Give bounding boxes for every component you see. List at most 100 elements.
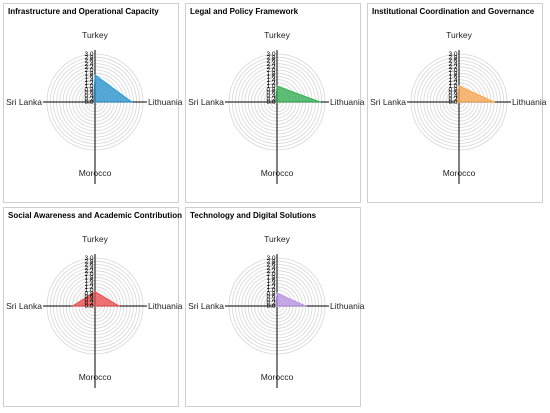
tick-label: 0.2 (448, 96, 457, 103)
tick-label: 0.0 (84, 303, 93, 310)
radar-panel-legal-policy: Legal and Policy Framework 0.0 0.2 0.4 0.6 0… (185, 3, 365, 203)
tick-label: 3.0 (266, 51, 275, 58)
tick-label: 1.6 (266, 74, 275, 81)
axis-label-sri-lanka: Sri Lanka (370, 97, 406, 107)
tick-label: 2.4 (266, 265, 275, 272)
tick-label: 0.6 (84, 90, 93, 97)
tick-label: 2.8 (266, 54, 275, 61)
radar-panel-institutional: Institutional Coordination and Governanc… (367, 3, 547, 203)
tick-label: 2.0 (84, 271, 93, 278)
data-point (276, 292, 278, 294)
data-point (458, 85, 460, 87)
tick-label: 1.6 (84, 74, 93, 81)
data-point (118, 305, 120, 307)
tick-label: 1.0 (84, 287, 93, 294)
tick-label: 2.8 (84, 258, 93, 265)
tick-label: 1.8 (84, 274, 93, 281)
radar-chart: 0.00.20.40.60.81.01.21.41.61.82.02.22.42… (188, 30, 365, 184)
tick-label: 0.6 (266, 294, 275, 301)
data-point (92, 101, 95, 103)
axis-label-lithuania: Lithuania (330, 301, 365, 311)
tick-label: 0.8 (266, 86, 275, 93)
tick-label: 3.0 (84, 51, 93, 58)
axis-label-turkey: Turkey (82, 30, 108, 40)
tick-label: 1.2 (84, 80, 93, 87)
tick-label: 3.0 (84, 255, 93, 262)
tick-label: 2.2 (266, 64, 275, 71)
tick-label: 1.2 (266, 80, 275, 87)
tick-label: 2.6 (448, 58, 457, 65)
radar-chart: 0.00.20.40.60.81.01.21.41.61.82.02.22.42… (6, 234, 183, 388)
data-point (94, 74, 96, 76)
tick-label: 2.0 (84, 67, 93, 74)
chart-title: Social Awareness and Academic Contributi… (8, 211, 182, 220)
data-point (455, 101, 457, 103)
tick-label: 1.0 (266, 287, 275, 294)
axis-label-lithuania: Lithuania (512, 97, 547, 107)
tick-label: 2.8 (448, 54, 457, 61)
radar-panel-infrastructure: Infrastructure and Operational Capacity … (3, 3, 183, 203)
tick-label: 2.6 (266, 262, 275, 269)
chart-title: Legal and Policy Framework (190, 7, 299, 16)
tick-label: 2.2 (266, 268, 275, 275)
data-area (71, 291, 121, 307)
data-point (71, 305, 74, 307)
chart-title: Infrastructure and Operational Capacity (8, 7, 159, 16)
tick-label: 2.6 (84, 58, 93, 65)
tick-label: 1.2 (84, 284, 93, 291)
tick-label: 1.6 (266, 278, 275, 285)
tick-label: 0.4 (448, 93, 457, 100)
tick-label: 2.2 (84, 64, 93, 71)
axis-label-morocco: Morocco (443, 168, 476, 178)
axis-label-turkey: Turkey (446, 30, 472, 40)
data-point (276, 101, 278, 103)
tick-label: 1.8 (266, 70, 275, 77)
tick-label: 0.6 (448, 90, 457, 97)
tick-label: 0.8 (84, 86, 93, 93)
axis-label-turkey: Turkey (82, 234, 108, 244)
axis-label-turkey: Turkey (264, 234, 290, 244)
tick-label: 2.0 (266, 271, 275, 278)
tick-label: 3.0 (266, 255, 275, 262)
axis-label-lithuania: Lithuania (330, 97, 365, 107)
tick-label: 1.4 (448, 77, 457, 84)
tick-label: 0.2 (84, 300, 93, 307)
tick-label: 1.8 (448, 70, 457, 77)
tick-label: 2.4 (84, 61, 93, 68)
radar-chart: 0.00.20.40.60.81.01.21.41.61.82.02.22.42… (188, 234, 365, 388)
tick-label: 3.0 (448, 51, 457, 58)
tick-label: 2.6 (266, 58, 275, 65)
data-point (94, 101, 96, 103)
tick-label: 2.4 (84, 265, 93, 272)
radar-chart: 0.00.20.40.60.81.01.21.41.61.82.02.22.42… (6, 30, 183, 184)
tick-label: 0.4 (84, 297, 93, 304)
tick-label: 2.4 (448, 61, 457, 68)
axis-label-sri-lanka: Sri Lanka (188, 97, 224, 107)
tick-label: 1.2 (266, 284, 275, 291)
tick-label: 0.0 (448, 99, 457, 106)
data-area (455, 85, 495, 103)
data-area (274, 292, 306, 307)
tick-label: 2.2 (448, 64, 457, 71)
tick-label: 1.6 (448, 74, 457, 81)
tick-label: 1.2 (448, 80, 457, 87)
tick-label: 0.6 (84, 294, 93, 301)
axis-label-lithuania: Lithuania (148, 301, 183, 311)
tick-label: 0.2 (84, 96, 93, 103)
tick-label: 1.0 (84, 83, 93, 90)
tick-label: 2.8 (266, 258, 275, 265)
axis-label-turkey: Turkey (264, 30, 290, 40)
data-point (94, 290, 96, 293)
radar-panel-social-awareness: Social Awareness and Academic Contributi… (3, 207, 183, 407)
tick-label: 1.6 (84, 278, 93, 285)
tick-label: 2.8 (84, 54, 93, 61)
tick-label: 1.0 (266, 83, 275, 90)
data-point (131, 101, 133, 103)
data-point (276, 85, 278, 87)
radar-chart: 0.00.20.40.60.81.01.21.41.61.82.02.22.42… (370, 30, 547, 184)
tick-label: 0.2 (266, 300, 275, 307)
axis-label-morocco: Morocco (261, 168, 294, 178)
axis-label-sri-lanka: Sri Lanka (6, 301, 42, 311)
axis-label-morocco: Morocco (79, 372, 112, 382)
axis-label-sri-lanka: Sri Lanka (188, 301, 224, 311)
